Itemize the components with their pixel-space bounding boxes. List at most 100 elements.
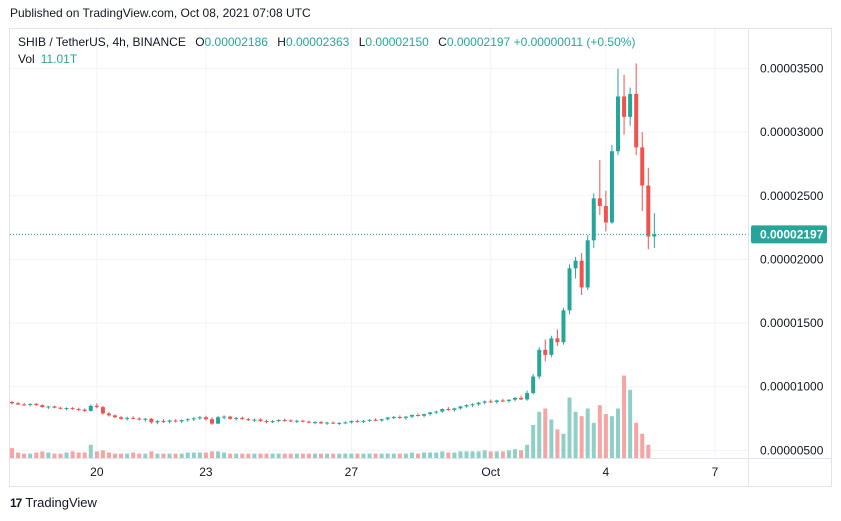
grid: [10, 29, 831, 487]
candle: [22, 402, 27, 406]
candle-body: [319, 422, 324, 424]
candle-body: [409, 414, 414, 417]
candle: [167, 419, 172, 424]
candle: [434, 410, 439, 415]
candle-body: [573, 260, 578, 269]
candle-body: [58, 407, 63, 409]
candle: [628, 87, 633, 126]
candle: [191, 417, 196, 422]
candle-body: [652, 234, 657, 237]
volume-bar: [300, 453, 305, 458]
candle-body: [591, 198, 596, 241]
candle: [373, 418, 378, 422]
symbol-label[interactable]: SHIB / TetherUS, 4h, BINANCE: [18, 35, 186, 49]
footer-brand[interactable]: 17 TradingView: [10, 495, 97, 510]
volume-bar: [367, 453, 372, 458]
candle: [640, 132, 645, 212]
volume-bar: [52, 453, 57, 458]
candle-body: [125, 417, 130, 419]
volume-bar: [422, 452, 427, 458]
candle: [94, 403, 99, 409]
volume-bar: [585, 408, 590, 458]
candle: [488, 399, 493, 404]
candle: [422, 413, 427, 418]
volume-bar: [106, 452, 111, 458]
candle: [391, 415, 396, 420]
candle: [597, 160, 602, 215]
candle: [464, 404, 469, 408]
close-label: C: [438, 35, 447, 49]
candle: [567, 264, 572, 315]
candle: [500, 398, 505, 402]
candle-body: [264, 421, 269, 423]
volume-bar: [482, 450, 487, 458]
y-tick-label: 0.00002500: [760, 189, 824, 203]
volume-bar: [46, 452, 51, 458]
candle-body: [355, 421, 360, 423]
candle-body: [143, 418, 148, 420]
candle-body: [500, 400, 505, 402]
candle-body: [585, 240, 590, 288]
candle-body: [119, 417, 124, 419]
candle-body: [288, 420, 293, 422]
candle-body: [646, 185, 651, 237]
candle: [506, 399, 511, 403]
candle: [385, 417, 390, 421]
x-tick-label: 7: [712, 465, 719, 479]
volume-bar: [100, 450, 105, 458]
candle: [319, 420, 324, 424]
chart-frame[interactable]: [9, 28, 832, 487]
candle-body: [440, 408, 445, 412]
candle: [149, 417, 154, 424]
volume-bar: [409, 452, 414, 458]
volume-bar: [349, 453, 354, 458]
candle: [76, 407, 81, 411]
candle-body: [416, 414, 421, 416]
candle-body: [403, 416, 408, 418]
candle-body: [173, 420, 178, 422]
published-caption: Published on TradingView.com, Oct 08, 20…: [10, 6, 311, 20]
y-tick-label: 0.00001000: [760, 380, 824, 394]
volume-bar: [294, 453, 299, 458]
volume-bar: [113, 453, 118, 458]
candle-body: [391, 417, 396, 419]
volume-bar: [258, 453, 263, 458]
candle: [143, 417, 148, 422]
volume-bar: [573, 411, 578, 458]
candle-body: [488, 401, 493, 403]
candle: [10, 400, 14, 405]
candle: [452, 407, 457, 412]
candle-body: [470, 404, 475, 406]
candle-body: [549, 338, 554, 355]
candle: [549, 335, 554, 358]
candle: [512, 396, 517, 402]
price-axis: 0.00003500 0.00003000 0.00002500 0.00002000…: [760, 61, 824, 457]
open-value: 0.00002186: [204, 35, 268, 49]
volume-bar: [555, 429, 560, 458]
candle: [470, 403, 475, 408]
candle-body: [434, 411, 439, 413]
volume-bar: [16, 452, 21, 458]
candle: [161, 419, 166, 423]
volume-legend: Vol 11.01T: [18, 52, 77, 66]
candle: [246, 417, 251, 422]
volume-bar: [440, 451, 445, 458]
y-tick-label: 0.00001500: [760, 316, 824, 330]
candle: [458, 405, 463, 410]
volume-bar: [506, 450, 511, 458]
candle-body: [609, 151, 614, 223]
candle: [622, 74, 627, 135]
candle-body: [82, 409, 87, 411]
candle-body: [131, 417, 136, 419]
volume-bar: [185, 452, 190, 458]
candle-body: [422, 414, 427, 416]
candle-body: [325, 422, 330, 424]
candle-body: [579, 260, 584, 288]
candle-body: [616, 96, 620, 152]
candle-body: [622, 96, 627, 117]
candle-body: [16, 403, 21, 405]
candle: [525, 390, 530, 401]
volume-bar: [228, 453, 233, 458]
candle-body: [246, 419, 251, 421]
